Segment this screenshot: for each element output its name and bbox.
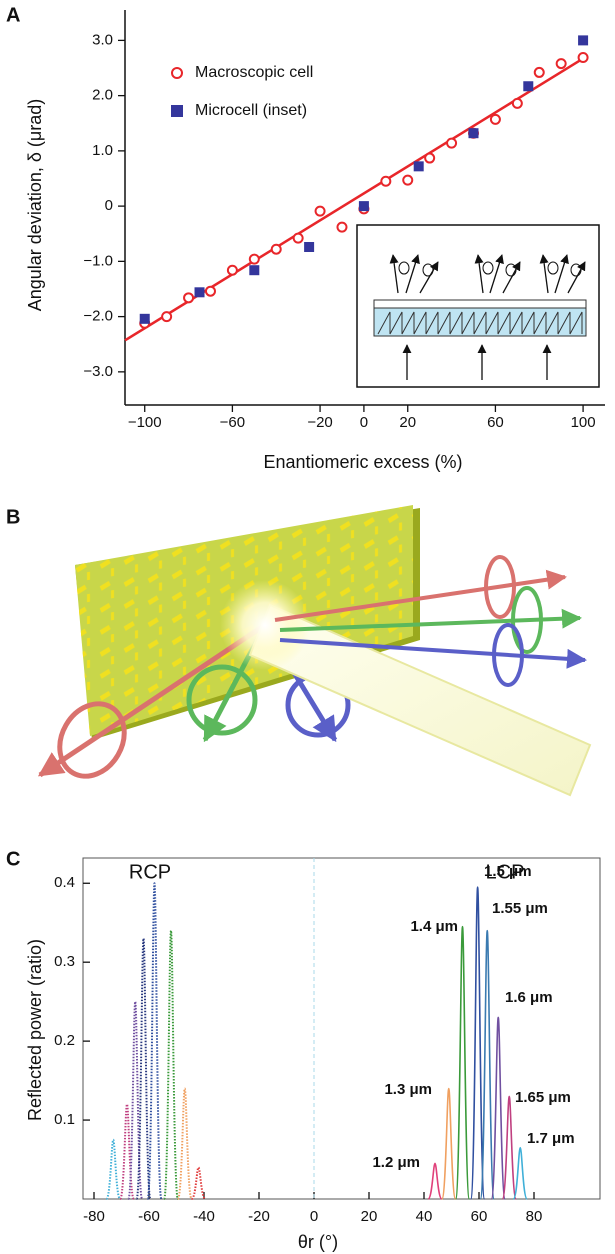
x-tick-label: −60 xyxy=(220,414,245,431)
peak xyxy=(163,929,179,1200)
legend-label: Microcell (inset) xyxy=(195,102,307,119)
y-tick-label: 1.0 xyxy=(92,142,113,159)
point xyxy=(270,243,282,255)
point xyxy=(380,175,392,187)
x-tick-label: -40 xyxy=(193,1208,215,1225)
peak-label: 1.2 μm xyxy=(372,1154,420,1171)
panel-b: B xyxy=(6,505,592,797)
y-tick-label: 3.0 xyxy=(92,31,113,48)
legend-marker xyxy=(171,67,183,79)
peak xyxy=(454,925,471,1200)
point xyxy=(424,152,436,164)
x-tick-label: 0 xyxy=(360,414,368,431)
y-tick-label: 0.1 xyxy=(54,1111,75,1128)
point xyxy=(555,58,567,70)
y-tick-label: −1.0 xyxy=(83,252,113,269)
annotation: RCP xyxy=(129,861,171,883)
x-tick-label: 20 xyxy=(399,414,416,431)
peak-label: 1.4 μm xyxy=(410,918,458,935)
x-tick-label: -60 xyxy=(138,1208,160,1225)
point xyxy=(511,97,523,109)
peak xyxy=(441,1087,457,1200)
peak xyxy=(501,1095,517,1200)
peak xyxy=(135,937,152,1200)
x-tick-label: 100 xyxy=(571,414,596,431)
x-tick-label: -20 xyxy=(248,1208,270,1225)
y-tick-label: 0 xyxy=(105,197,113,214)
peak xyxy=(490,1016,506,1200)
x-tick-label: 60 xyxy=(487,414,504,431)
inset xyxy=(356,224,600,388)
x-tick-label: -80 xyxy=(83,1208,105,1225)
y-tick-label: 2.0 xyxy=(92,87,113,104)
point xyxy=(204,285,216,297)
point xyxy=(577,52,589,64)
peak xyxy=(105,1138,122,1200)
peak-label: 1.6 μm xyxy=(505,989,553,1006)
peak xyxy=(119,1103,135,1200)
x-tick-label: 60 xyxy=(471,1208,488,1225)
panel-a: A Enantiomeric excess (%) Angular deviat… xyxy=(6,4,605,472)
x-axis-label: θr (°) xyxy=(298,1232,338,1252)
panel-c: C θr (°) Reflected power (ratio) 0.1 0.2 0… xyxy=(6,848,601,1252)
annotation: LCP xyxy=(486,861,525,883)
legend-label: Macroscopic cell xyxy=(195,64,313,81)
peak xyxy=(146,882,163,1200)
y-axis-label: Angular deviation, δ (μrad) xyxy=(25,99,45,312)
panel-label: B xyxy=(6,506,20,528)
panel-label: C xyxy=(6,848,20,870)
point xyxy=(226,264,238,276)
point xyxy=(413,161,424,172)
point xyxy=(402,174,414,186)
peak xyxy=(512,1146,528,1200)
point xyxy=(183,292,195,304)
point xyxy=(468,128,479,139)
point xyxy=(523,81,534,92)
point xyxy=(194,287,205,298)
point xyxy=(358,201,369,212)
peak-label: 1.7 μm xyxy=(527,1130,575,1147)
panel-label: A xyxy=(6,4,20,26)
y-tick-label: 0.4 xyxy=(54,874,75,891)
peak xyxy=(190,1166,207,1200)
x-axis-label: Enantiomeric excess (%) xyxy=(263,452,462,472)
point xyxy=(292,232,304,244)
legend-marker xyxy=(171,105,183,117)
point xyxy=(578,35,589,46)
peak-label: 1.65 μm xyxy=(515,1089,571,1106)
point xyxy=(533,66,545,78)
x-tick-label: 0 xyxy=(310,1208,318,1225)
y-tick-label: 0.3 xyxy=(54,953,75,970)
peak xyxy=(479,929,495,1200)
y-tick-label: −2.0 xyxy=(83,308,113,325)
point xyxy=(161,311,173,323)
point xyxy=(446,137,458,149)
x-tick-label: 20 xyxy=(361,1208,378,1225)
y-tick-label: −3.0 xyxy=(83,363,113,380)
point xyxy=(489,113,501,125)
peak xyxy=(176,1087,193,1200)
plot-frame xyxy=(82,857,601,1200)
point xyxy=(248,253,260,265)
x-tick-label: −20 xyxy=(307,414,332,431)
y-tick-label: 0.2 xyxy=(54,1032,75,1049)
peak xyxy=(469,886,486,1200)
x-tick-label: 40 xyxy=(416,1208,433,1225)
point xyxy=(314,205,326,217)
point xyxy=(139,313,150,324)
x-tick-label: −100 xyxy=(128,414,162,431)
point xyxy=(336,221,348,233)
x-tick-label: 80 xyxy=(526,1208,543,1225)
point xyxy=(249,265,260,276)
point xyxy=(304,242,315,252)
peak-label: 1.3 μm xyxy=(384,1081,432,1098)
peak-label: 1.55 μm xyxy=(492,900,548,917)
y-axis-label: Reflected power (ratio) xyxy=(25,939,45,1121)
peak xyxy=(427,1162,443,1200)
peak-label: 1.5 μm xyxy=(484,863,532,880)
